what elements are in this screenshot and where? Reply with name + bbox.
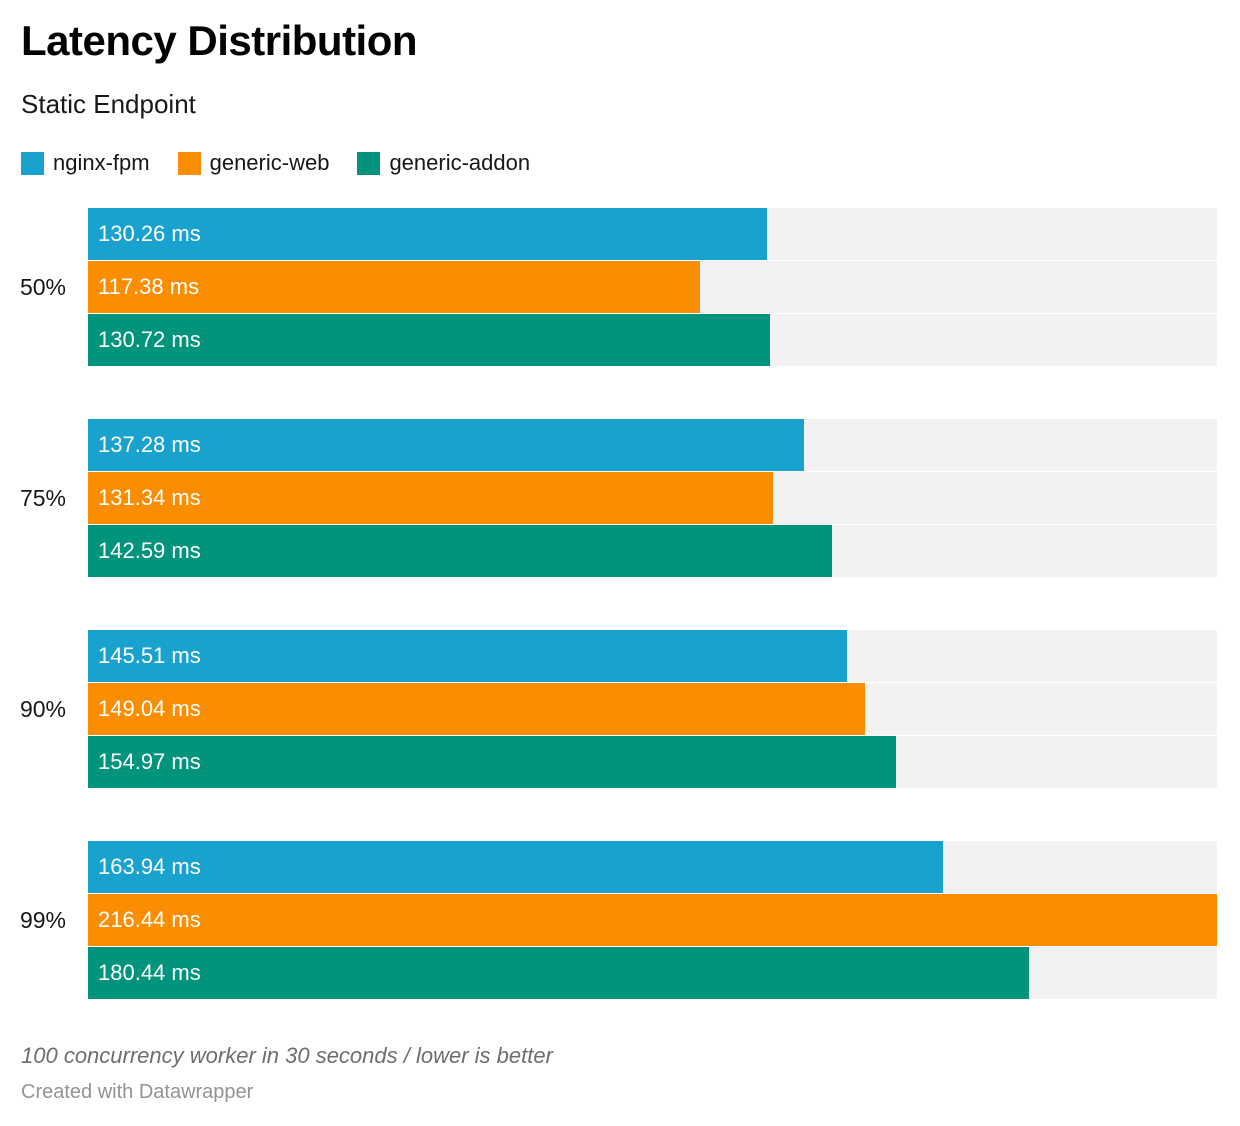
bar-generic-web-p90[interactable]: 149.04 ms (88, 683, 866, 736)
legend-label: generic-addon (389, 150, 531, 176)
bar-group-bars: 163.94 ms 216.44 ms 180.44 ms (88, 841, 1217, 1000)
bar-nginx-fpm-p99[interactable]: 163.94 ms (88, 841, 944, 894)
bar-group-bars: 145.51 ms 149.04 ms 154.97 ms (88, 630, 1217, 789)
category-label: 50% (19, 273, 66, 300)
chart-subtitle: Static Endpoint (21, 89, 196, 120)
bar-generic-web-p50[interactable]: 117.38 ms (88, 261, 701, 314)
bar-value-label: 137.28 ms (98, 432, 201, 458)
legend: nginx-fpm generic-web generic-addon (21, 150, 1217, 176)
bar-group-p90: 90% 145.51 ms 149.04 ms (0, 630, 1240, 789)
chart-footer: 100 concurrency worker in 30 seconds / l… (0, 1043, 1240, 1104)
bar-row: 149.04 ms (88, 683, 1217, 736)
bar-group-p75: 75% 137.28 ms 131.34 ms (0, 419, 1240, 578)
bar-value-label: 117.38 ms (98, 274, 200, 300)
bar-row: 154.97 ms (88, 736, 1217, 789)
bar-row: 216.44 ms (88, 894, 1217, 947)
bar-generic-addon-p99[interactable]: 180.44 ms (88, 947, 1030, 1000)
bar-value-label: 216.44 ms (98, 907, 201, 933)
bar-value-label: 130.26 ms (98, 221, 201, 247)
bar-row: 137.28 ms (88, 419, 1217, 472)
bar-row: 130.72 ms (88, 314, 1217, 367)
bar-row: 117.38 ms (88, 261, 1217, 314)
bar-group-bars: 130.26 ms 117.38 ms 130.72 ms (88, 208, 1217, 367)
category-label: 75% (19, 484, 66, 511)
bar-value-label: 149.04 ms (98, 696, 201, 722)
legend-item-generic-addon: generic-addon (357, 150, 530, 176)
bar-chart-plot: 50% 130.26 ms 117.38 ms (0, 208, 1240, 1000)
legend-swatch-icon (177, 151, 201, 175)
bar-row: 142.59 ms (88, 525, 1217, 578)
legend-label: nginx-fpm (53, 150, 150, 176)
bar-value-label: 154.97 ms (98, 749, 201, 775)
bar-row: 145.51 ms (88, 630, 1217, 683)
bar-generic-addon-p90[interactable]: 154.97 ms (88, 736, 897, 789)
legend-swatch-icon (21, 151, 44, 175)
category-label: 99% (19, 906, 66, 933)
bar-group-p99: 99% 163.94 ms 216.44 ms (0, 841, 1240, 1000)
legend-label: generic-web (209, 150, 330, 176)
bar-nginx-fpm-p90[interactable]: 145.51 ms (88, 630, 847, 683)
legend-item-nginx-fpm: nginx-fpm (21, 150, 150, 176)
bar-generic-web-p99[interactable]: 216.44 ms (88, 894, 1217, 947)
legend-item-generic-web: generic-web (177, 150, 330, 176)
bar-group-bars: 137.28 ms 131.34 ms 142.59 ms (88, 419, 1217, 578)
bar-value-label: 145.51 ms (98, 643, 201, 669)
bar-value-label: 131.34 ms (98, 485, 201, 511)
page-title: Latency Distribution (21, 17, 418, 64)
legend-swatch-icon (357, 151, 381, 175)
bar-value-label: 142.59 ms (98, 538, 201, 564)
bar-group-p50: 50% 130.26 ms 117.38 ms (0, 208, 1240, 367)
chart-header: Latency Distribution Static Endpoint ngi… (0, 0, 1240, 176)
bar-row: 163.94 ms (88, 841, 1217, 894)
bar-generic-addon-p50[interactable]: 130.72 ms (88, 314, 770, 367)
bar-nginx-fpm-p50[interactable]: 130.26 ms (88, 208, 768, 261)
footer-note: 100 concurrency worker in 30 seconds / l… (21, 1043, 553, 1069)
bar-nginx-fpm-p75[interactable]: 137.28 ms (88, 419, 805, 472)
datawrapper-attribution[interactable]: Created with Datawrapper (21, 1081, 254, 1104)
bar-generic-addon-p75[interactable]: 142.59 ms (88, 525, 832, 578)
bar-generic-web-p75[interactable]: 131.34 ms (88, 472, 774, 525)
bar-row: 130.26 ms (88, 208, 1217, 261)
bar-row: 180.44 ms (88, 947, 1217, 1000)
bar-value-label: 180.44 ms (98, 960, 201, 986)
bar-value-label: 163.94 ms (98, 854, 201, 880)
bar-row: 131.34 ms (88, 472, 1217, 525)
category-label: 90% (19, 695, 66, 722)
bar-value-label: 130.72 ms (98, 327, 201, 353)
